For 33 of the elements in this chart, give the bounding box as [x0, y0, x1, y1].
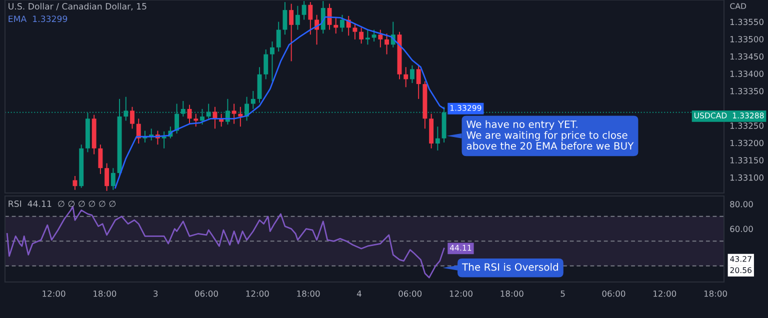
y-tick-label: 80.00 [730, 201, 753, 208]
x-tick-label: 3 [154, 290, 158, 297]
x-tick-label: 12:00 [42, 290, 66, 297]
x-tick-label: 18:00 [94, 290, 116, 297]
y-tick-label: 1.33400 [730, 70, 764, 77]
x-tick-label: 12:00 [246, 290, 269, 297]
x-tick-label: 18:00 [704, 290, 727, 297]
y-tick-label: 1.33250 [730, 122, 764, 129]
x-tick-label: 18:00 [500, 290, 524, 297]
annotation: The RSI is Oversold [462, 263, 558, 271]
candlestick [365, 29, 370, 46]
candlestick [130, 106, 134, 130]
y-tick-label: 1.33550 [730, 18, 764, 26]
x-tick-label: 06:00 [195, 290, 218, 297]
y-tick-label: 1.33450 [730, 53, 764, 60]
x-tick-label: 06:00 [398, 290, 422, 297]
x-tick-label: 12:00 [654, 290, 676, 297]
x-tick-label: 12:00 [450, 290, 472, 297]
annotation: We have no entry YET. We are waiting for price to close above the 20 EMA before we BUY [466, 120, 634, 150]
chart-title: U.S. Dollar / Canadian Dollar, 15 [8, 2, 146, 10]
candlestick [270, 41, 274, 82]
chart-title: RSI 44.11 ∅ ∅ ∅ ∅ ∅ ∅ [8, 200, 116, 207]
x-tick-label: 4 [356, 290, 362, 297]
y-tick-label: 1.33350 [730, 88, 764, 94]
text: EMA 1.33299 [8, 16, 68, 22]
x-tick-label: 18:00 [297, 290, 320, 297]
y-tick-label: 1.33200 [730, 140, 764, 146]
y-tick-label: 1.33500 [730, 36, 764, 42]
x-tick-label: 06:00 [602, 290, 626, 297]
x-tick-label: 5 [560, 290, 565, 297]
y-tick-label: 60.00 [730, 226, 753, 232]
y-tick-label: 1.33100 [730, 174, 764, 181]
y-tick-label: 1.33150 [730, 157, 764, 164]
